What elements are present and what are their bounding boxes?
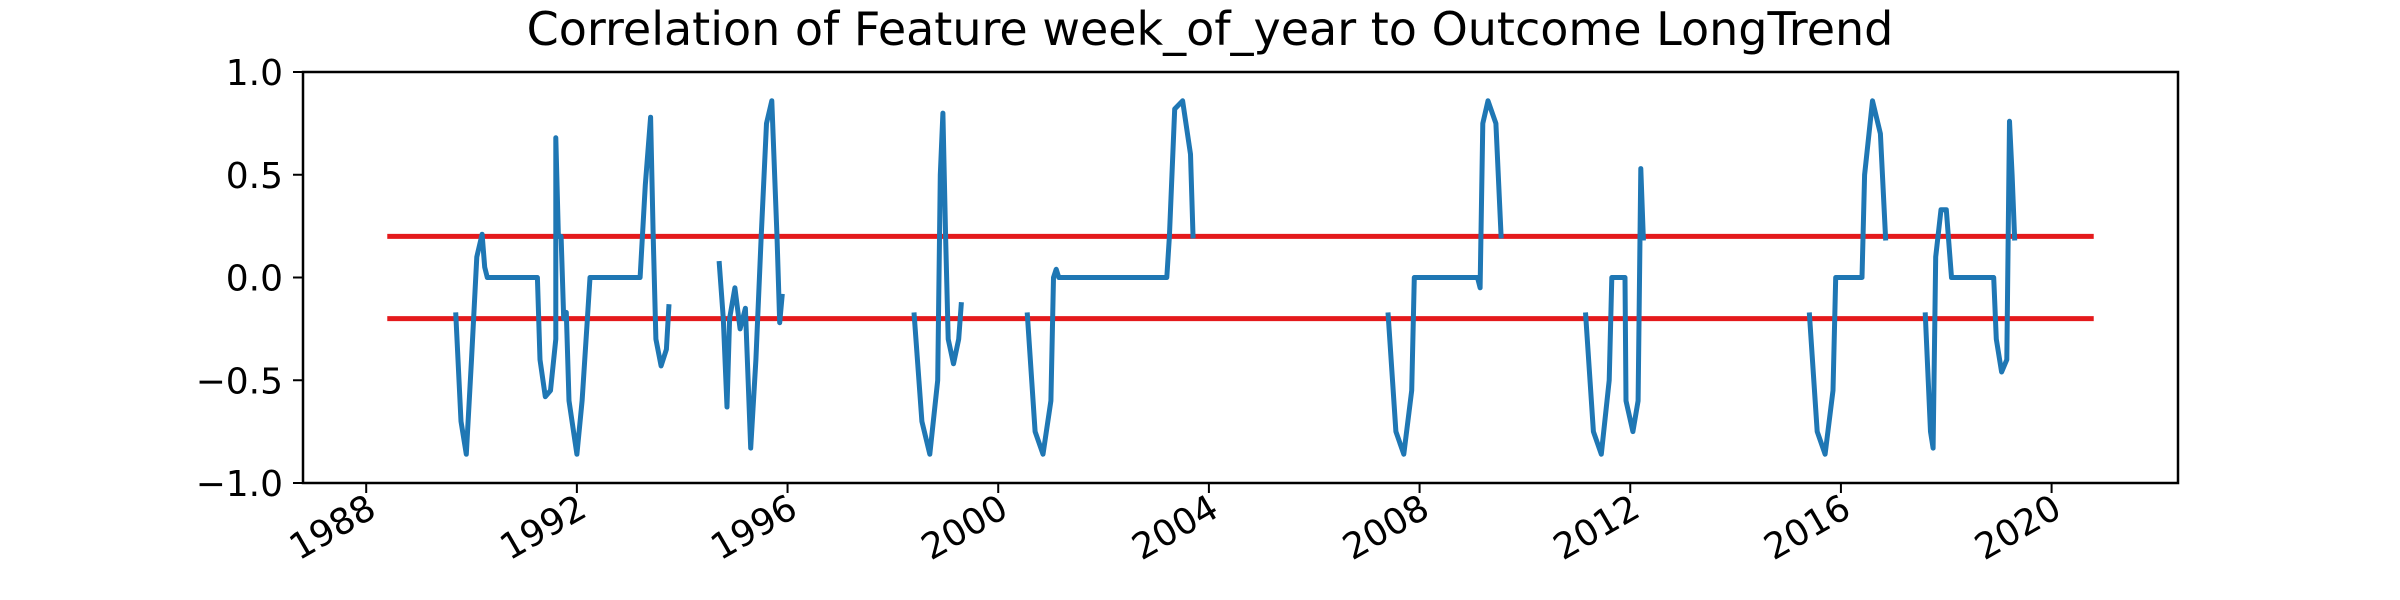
x-tick-label: 2020 <box>1968 487 2068 568</box>
x-tick-label: 2000 <box>915 487 1015 568</box>
x-tick-label: 2008 <box>1336 487 1436 568</box>
x-tick-label: 1988 <box>283 487 383 568</box>
x-tick-label: 1996 <box>704 487 804 568</box>
series-line-segment <box>1385 98 1504 457</box>
chart-title: Correlation of Feature week_of_year to O… <box>527 2 1894 56</box>
y-tick-label: −1.0 <box>196 464 283 505</box>
y-tick-label: 1.0 <box>226 53 283 94</box>
x-tick-label: 2012 <box>1547 487 1647 568</box>
plot-area <box>387 98 2094 457</box>
series-line-segment <box>1922 118 2018 451</box>
series-line-segment <box>1583 166 1646 457</box>
y-tick-label: −0.5 <box>196 361 283 402</box>
x-tick-label: 1992 <box>494 487 594 568</box>
series-line-segment <box>1024 98 1196 457</box>
series-line-segment <box>1806 98 1889 457</box>
series-line-segment <box>716 98 785 451</box>
x-tick-label: 2016 <box>1758 487 1858 568</box>
series-line-segment <box>453 114 672 457</box>
axes-frame <box>301 70 2180 485</box>
y-tick-label: 0.5 <box>226 156 283 197</box>
y-tick-label: 0.0 <box>226 259 283 300</box>
x-tick-label: 2004 <box>1126 487 1226 568</box>
series-line-segment <box>911 110 964 457</box>
